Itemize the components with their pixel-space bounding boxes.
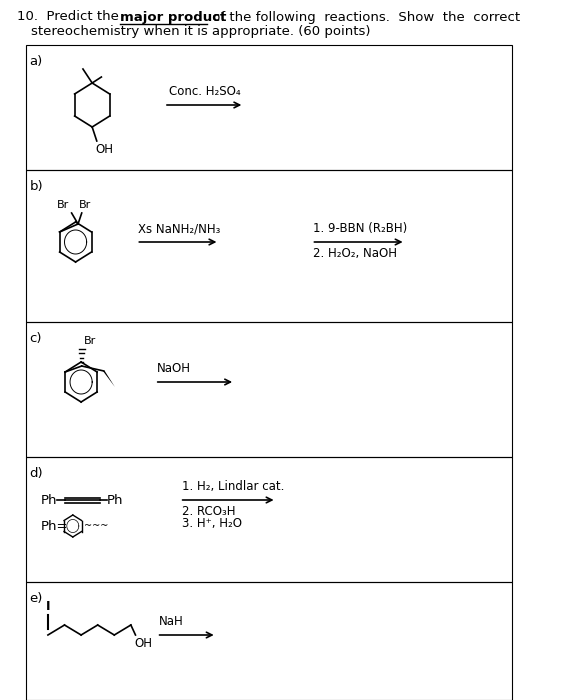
Text: OH: OH xyxy=(96,143,114,156)
Bar xyxy=(26,582,512,700)
Text: NaOH: NaOH xyxy=(156,362,191,375)
Text: 2. H₂O₂, NaOH: 2. H₂O₂, NaOH xyxy=(313,247,397,260)
Text: Xs NaNH₂/NH₃: Xs NaNH₂/NH₃ xyxy=(138,222,220,235)
Text: Ph: Ph xyxy=(107,494,123,507)
Text: Br: Br xyxy=(79,200,91,210)
Text: 10.  Predict the: 10. Predict the xyxy=(17,10,123,24)
Text: 1. H₂, Lindlar cat.: 1. H₂, Lindlar cat. xyxy=(182,480,284,493)
Text: a): a) xyxy=(30,55,43,68)
Text: Conc. H₂SO₄: Conc. H₂SO₄ xyxy=(168,85,240,98)
Text: major product: major product xyxy=(120,10,226,24)
Text: stereochemistry when it is appropriate. (60 points): stereochemistry when it is appropriate. … xyxy=(31,25,371,38)
Text: Ph=: Ph= xyxy=(41,519,68,533)
Text: Br: Br xyxy=(57,200,69,210)
Text: NaH: NaH xyxy=(159,615,183,628)
Bar xyxy=(26,322,512,457)
Text: e): e) xyxy=(30,592,43,605)
Text: c): c) xyxy=(30,332,42,345)
Text: I: I xyxy=(46,600,50,613)
Text: 1. 9-BBN (R₂BH): 1. 9-BBN (R₂BH) xyxy=(313,222,408,235)
Bar xyxy=(26,170,512,322)
Text: d): d) xyxy=(30,467,43,480)
Bar xyxy=(26,45,512,170)
Text: OH: OH xyxy=(135,637,152,650)
Text: 3. H⁺, H₂O: 3. H⁺, H₂O xyxy=(182,517,242,530)
Text: Ph: Ph xyxy=(41,494,57,507)
Text: of the following  reactions.  Show  the  correct: of the following reactions. Show the cor… xyxy=(208,10,520,24)
Text: b): b) xyxy=(30,180,43,193)
Bar xyxy=(26,457,512,582)
Text: 2. RCO₃H: 2. RCO₃H xyxy=(182,505,235,518)
Polygon shape xyxy=(103,371,115,387)
Text: ~~~: ~~~ xyxy=(84,521,108,531)
Text: Br: Br xyxy=(83,336,96,346)
